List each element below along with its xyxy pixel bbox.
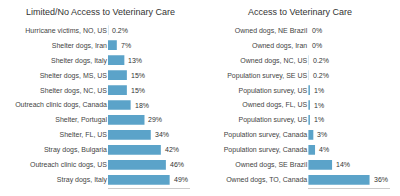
svg-text:Population survey, US: Population survey, US xyxy=(238,116,307,124)
svg-text:1%: 1% xyxy=(314,116,324,123)
svg-text:Shelter dogs, Italy: Shelter dogs, Italy xyxy=(51,57,108,65)
svg-text:4%: 4% xyxy=(319,146,329,153)
svg-text:Population survey, Canada: Population survey, Canada xyxy=(224,146,308,154)
svg-text:3%: 3% xyxy=(317,131,327,138)
svg-text:46%: 46% xyxy=(170,161,184,168)
svg-text:Owned dogs, Iran: Owned dogs, Iran xyxy=(252,42,307,50)
svg-text:1%: 1% xyxy=(314,102,324,109)
svg-text:Owned dogs, NC, US: Owned dogs, NC, US xyxy=(240,57,307,65)
svg-text:49%: 49% xyxy=(174,176,188,183)
svg-text:Population survey, SE US: Population survey, SE US xyxy=(227,72,307,80)
svg-text:42%: 42% xyxy=(165,146,179,153)
svg-text:1%: 1% xyxy=(314,87,324,94)
svg-text:0%: 0% xyxy=(312,42,322,49)
svg-text:Limited/No Access to Veterinar: Limited/No Access to Veterinary Care xyxy=(26,7,175,17)
svg-text:14%: 14% xyxy=(336,161,350,168)
svg-text:7%: 7% xyxy=(121,42,131,49)
svg-text:Owned dogs, TO, Canada: Owned dogs, TO, Canada xyxy=(226,176,307,184)
svg-text:Access to Veterinary Care: Access to Veterinary Care xyxy=(248,7,352,17)
svg-text:0.2%: 0.2% xyxy=(313,72,329,79)
svg-text:Outreach clinic dogs, US: Outreach clinic dogs, US xyxy=(30,161,107,169)
svg-text:13%: 13% xyxy=(128,57,142,64)
svg-text:36%: 36% xyxy=(374,176,388,183)
svg-text:Population survey, Canada: Population survey, Canada xyxy=(224,131,308,139)
svg-text:Owned dogs, SE Brazil: Owned dogs, SE Brazil xyxy=(235,161,307,169)
svg-text:Stray dogs, Italy: Stray dogs, Italy xyxy=(57,176,108,184)
svg-text:Shelter dogs, NC, US: Shelter dogs, NC, US xyxy=(40,87,107,95)
svg-text:34%: 34% xyxy=(155,131,169,138)
svg-text:29%: 29% xyxy=(148,116,162,123)
svg-text:Shelter, Portugal: Shelter, Portugal xyxy=(55,116,107,124)
svg-text:Owned dogs, NE Brazil: Owned dogs, NE Brazil xyxy=(235,27,308,35)
svg-text:Stray dogs, Bulgaria: Stray dogs, Bulgaria xyxy=(44,146,107,154)
svg-text:Outreach clinic dogs, Canada: Outreach clinic dogs, Canada xyxy=(15,101,107,109)
svg-text:Population survey, US: Population survey, US xyxy=(238,87,307,95)
svg-text:15%: 15% xyxy=(131,72,145,79)
svg-text:Shelter dogs, Iran: Shelter dogs, Iran xyxy=(52,42,107,50)
svg-text:18%: 18% xyxy=(135,102,149,109)
svg-text:Hurricane victims, NO, US: Hurricane victims, NO, US xyxy=(25,27,107,34)
svg-text:Owned dogs, FL, US: Owned dogs, FL, US xyxy=(242,101,307,109)
svg-text:0.2%: 0.2% xyxy=(112,27,128,34)
svg-text:15%: 15% xyxy=(131,87,145,94)
svg-text:Shelter dogs, MS, US: Shelter dogs, MS, US xyxy=(40,72,108,80)
svg-text:Shelter, FL, US: Shelter, FL, US xyxy=(60,131,108,138)
svg-text:0%: 0% xyxy=(312,27,322,34)
svg-text:0.2%: 0.2% xyxy=(313,57,329,64)
